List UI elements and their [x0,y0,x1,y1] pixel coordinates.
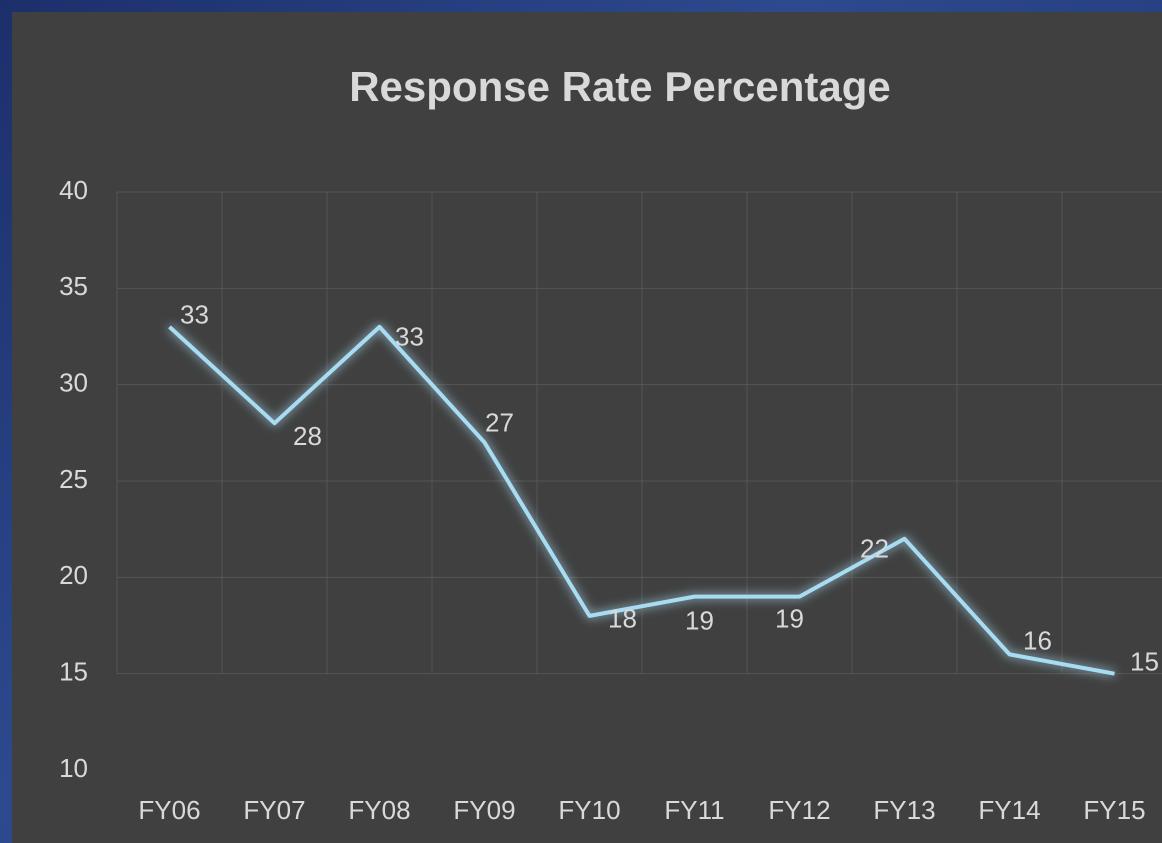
data-label: 27 [485,407,514,437]
line [168,324,1115,676]
data-label: 15 [1130,647,1159,677]
chart-background [12,12,1162,843]
x-tick-label: FY15 [1083,795,1145,825]
y-tick-label: 40 [59,175,88,205]
y-tick-label: 30 [59,368,88,398]
y-tick-label: 35 [59,271,88,301]
y-tick-label: 10 [59,753,88,783]
x-tick-label: FY09 [453,795,515,825]
y-tick-label: 20 [59,560,88,590]
data-label: 33 [395,322,424,352]
data-label: 28 [293,421,322,451]
data-label: 33 [180,300,209,330]
data-label: 22 [860,534,889,564]
y-tick-label: 25 [59,464,88,494]
data-label: 19 [775,603,804,633]
data-label: 19 [685,605,714,635]
data-label: 18 [608,604,637,634]
y-tick-label: 15 [59,657,88,687]
x-tick-label: FY10 [558,795,620,825]
data-label: 16 [1023,625,1052,655]
x-tick-label: FY07 [243,795,305,825]
chart-title: Response Rate Percentage [349,63,891,110]
x-tick-label: FY11 [664,795,724,825]
x-tick-label: FY06 [138,795,200,825]
x-tick-label: FY12 [768,795,830,825]
x-tick-label: FY13 [873,795,935,825]
x-tick-label: FY08 [348,795,410,825]
x-tick-label: FY14 [978,795,1040,825]
